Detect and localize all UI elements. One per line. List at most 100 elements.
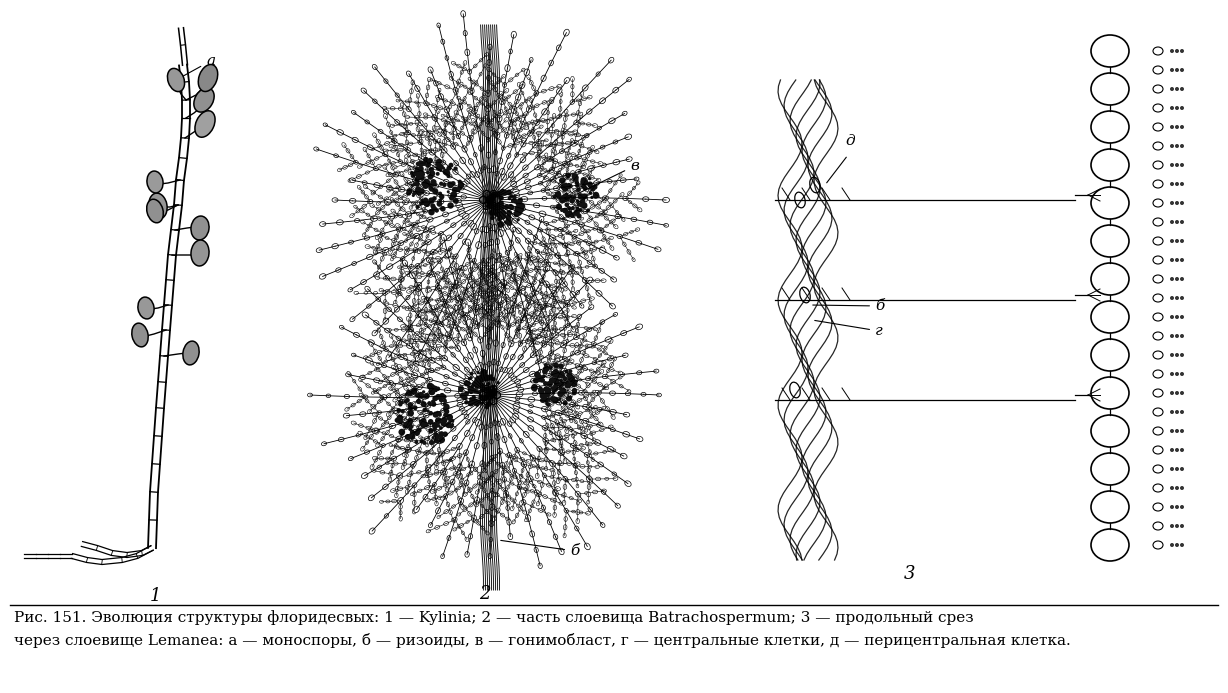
Circle shape: [575, 184, 580, 188]
Ellipse shape: [433, 251, 437, 254]
Circle shape: [431, 436, 435, 439]
Ellipse shape: [350, 155, 354, 159]
Ellipse shape: [511, 119, 513, 123]
Ellipse shape: [546, 315, 550, 320]
Ellipse shape: [392, 290, 397, 295]
Ellipse shape: [561, 263, 566, 266]
Ellipse shape: [432, 272, 436, 277]
Ellipse shape: [424, 396, 427, 400]
Ellipse shape: [406, 343, 413, 349]
Ellipse shape: [522, 500, 526, 505]
Ellipse shape: [1090, 377, 1129, 409]
Ellipse shape: [605, 407, 610, 412]
Circle shape: [1175, 429, 1179, 433]
Circle shape: [447, 182, 454, 188]
Ellipse shape: [430, 489, 435, 493]
Ellipse shape: [377, 244, 379, 248]
Ellipse shape: [437, 258, 442, 263]
Ellipse shape: [492, 100, 496, 105]
Ellipse shape: [624, 412, 630, 417]
Ellipse shape: [564, 459, 567, 464]
Ellipse shape: [378, 457, 383, 460]
Ellipse shape: [366, 358, 372, 363]
Ellipse shape: [413, 166, 419, 170]
Ellipse shape: [464, 480, 469, 486]
Ellipse shape: [435, 304, 438, 309]
Ellipse shape: [400, 270, 404, 274]
Circle shape: [1175, 125, 1179, 129]
Ellipse shape: [528, 130, 533, 136]
Ellipse shape: [549, 235, 556, 240]
Ellipse shape: [576, 290, 580, 295]
Ellipse shape: [467, 88, 470, 92]
Ellipse shape: [464, 118, 468, 122]
Ellipse shape: [406, 130, 411, 134]
Ellipse shape: [555, 130, 559, 132]
Ellipse shape: [599, 422, 603, 426]
Ellipse shape: [426, 529, 431, 533]
Ellipse shape: [480, 102, 484, 105]
Circle shape: [416, 176, 420, 180]
Circle shape: [449, 195, 454, 200]
Ellipse shape: [556, 199, 560, 203]
Ellipse shape: [572, 188, 577, 193]
Circle shape: [431, 188, 435, 192]
Ellipse shape: [539, 144, 544, 147]
Ellipse shape: [495, 434, 500, 441]
Ellipse shape: [415, 282, 418, 287]
Ellipse shape: [425, 297, 429, 302]
Ellipse shape: [495, 509, 500, 513]
Ellipse shape: [403, 462, 406, 466]
Ellipse shape: [373, 292, 377, 295]
Ellipse shape: [559, 448, 564, 451]
Ellipse shape: [470, 281, 475, 288]
Circle shape: [435, 394, 441, 400]
Ellipse shape: [409, 265, 413, 269]
Ellipse shape: [447, 317, 451, 321]
Ellipse shape: [500, 267, 505, 272]
Ellipse shape: [484, 465, 488, 468]
Text: в: в: [577, 159, 639, 194]
Ellipse shape: [593, 358, 597, 360]
Ellipse shape: [424, 227, 427, 230]
Ellipse shape: [431, 310, 435, 315]
Ellipse shape: [384, 302, 389, 305]
Ellipse shape: [620, 331, 626, 335]
Ellipse shape: [519, 474, 523, 479]
Ellipse shape: [415, 101, 419, 104]
Circle shape: [1180, 296, 1184, 300]
Ellipse shape: [497, 158, 502, 164]
Ellipse shape: [488, 60, 491, 66]
Ellipse shape: [463, 492, 465, 496]
Circle shape: [419, 172, 421, 175]
Ellipse shape: [449, 467, 454, 471]
Ellipse shape: [398, 285, 402, 290]
Ellipse shape: [427, 436, 430, 440]
Ellipse shape: [443, 279, 447, 282]
Circle shape: [488, 205, 491, 209]
Circle shape: [554, 362, 559, 369]
Ellipse shape: [427, 378, 432, 382]
Ellipse shape: [521, 463, 526, 466]
Ellipse shape: [452, 518, 454, 523]
Ellipse shape: [524, 69, 529, 76]
Ellipse shape: [535, 249, 539, 254]
Ellipse shape: [420, 328, 424, 333]
Ellipse shape: [519, 82, 526, 88]
Ellipse shape: [447, 279, 449, 283]
Text: б: б: [501, 541, 580, 558]
Circle shape: [572, 195, 576, 199]
Ellipse shape: [413, 483, 416, 488]
Ellipse shape: [379, 228, 384, 233]
Ellipse shape: [441, 147, 447, 153]
Circle shape: [427, 174, 433, 179]
Circle shape: [543, 375, 545, 378]
Ellipse shape: [402, 328, 406, 331]
Ellipse shape: [621, 218, 625, 222]
Ellipse shape: [486, 310, 489, 314]
Ellipse shape: [572, 301, 576, 304]
Ellipse shape: [515, 328, 518, 333]
Ellipse shape: [442, 468, 447, 471]
Ellipse shape: [415, 315, 419, 318]
Ellipse shape: [462, 304, 465, 308]
